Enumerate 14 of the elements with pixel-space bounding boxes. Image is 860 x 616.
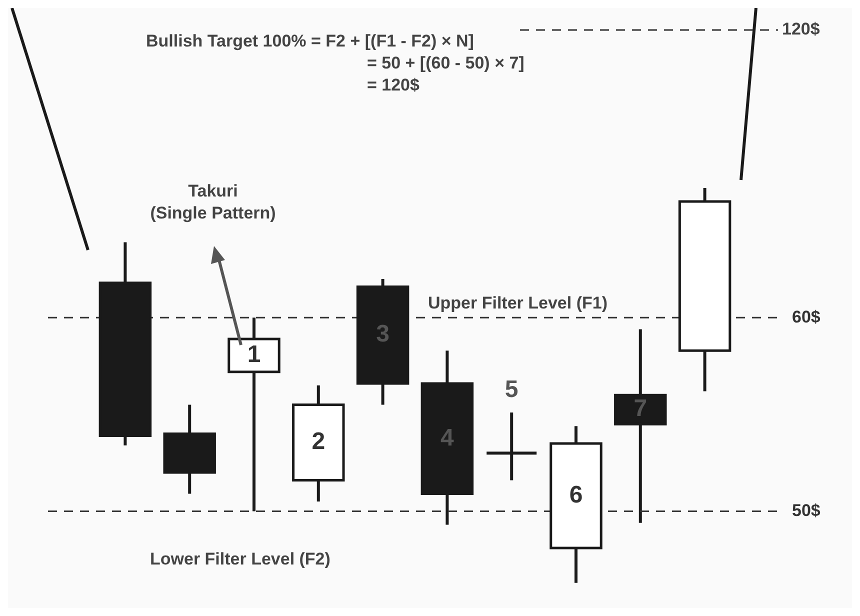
x-tick-label: 6 <box>569 481 583 508</box>
annotation: Upper Filter Level (F1) <box>428 294 608 313</box>
x-tick-label: 3 <box>376 320 390 348</box>
x-tick-label: 5 <box>504 376 518 404</box>
x-tick-label: 2 <box>312 428 326 456</box>
annotation: Takuri (Single Pattern) <box>150 182 276 223</box>
x-tick-label: 4 <box>440 424 455 452</box>
annotation: Bullish Target 100% = F2 + [(F1 - F2) × N] = 50 + [(60 - 50) × 7] = 120$ <box>146 32 524 95</box>
ref-line-label: 60$ <box>792 307 821 326</box>
annotation: Lower Filter Level (F2) <box>150 550 330 569</box>
x-tick-label: 7 <box>634 395 648 422</box>
x-tick-label: 1 <box>247 341 261 368</box>
ref-line-label: 50$ <box>792 500 821 520</box>
text: 120$ <box>782 20 820 39</box>
